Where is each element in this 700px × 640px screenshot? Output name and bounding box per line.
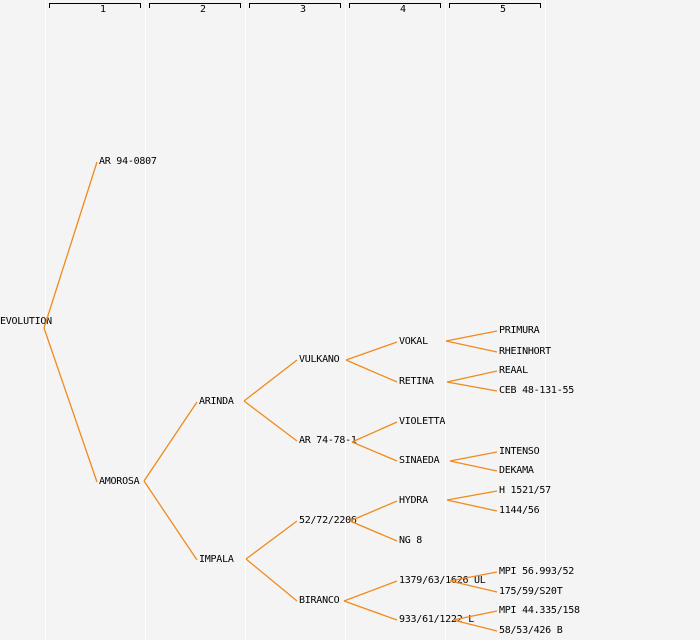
pedigree-node-rheinhort[interactable]: RHEINHORT [499, 346, 551, 357]
pedigree-edge-retina-ceb [446, 381, 498, 392]
pedigree-edge-impala-biranco [245, 558, 298, 602]
pedigree-node-amorosa[interactable]: AMOROSA [99, 476, 140, 487]
pedigree-edge-arinda-ar74 [243, 400, 298, 442]
pedigree-node-biranco[interactable]: BIRANCO [299, 595, 340, 606]
pedigree-node-n5272[interactable]: 52/72/2206 [299, 515, 357, 526]
pedigree-edge-retina-reaal [446, 370, 498, 383]
pedigree-edge-amorosa-impala [143, 480, 198, 561]
generation-bracket-2 [149, 3, 241, 8]
pedigree-node-dekama[interactable]: DEKAMA [499, 465, 534, 476]
column-separator [544, 0, 546, 640]
pedigree-node-intenso[interactable]: INTENSO [499, 446, 540, 457]
generation-bracket-1 [49, 3, 141, 8]
pedigree-node-vokal[interactable]: VOKAL [399, 336, 428, 347]
pedigree-edge-vokal-rheinhort [445, 340, 498, 353]
pedigree-node-h1521[interactable]: H 1521/57 [499, 485, 551, 496]
generation-number-1: 1 [100, 4, 106, 15]
pedigree-edge-arinda-vulkano [243, 359, 298, 402]
pedigree-node-mpi44[interactable]: MPI 44.335/158 [499, 605, 580, 616]
pedigree-node-vulkano[interactable]: VULKANO [299, 354, 340, 365]
pedigree-edge-n5272-ng8 [349, 520, 398, 542]
pedigree-node-n933[interactable]: 933/61/1222 L [399, 614, 475, 625]
pedigree-edge-evolution-amorosa [43, 327, 98, 483]
pedigree-edge-amorosa-arinda [143, 401, 198, 482]
pedigree-node-reaal[interactable]: REAAL [499, 365, 528, 376]
pedigree-edge-sinaeda-intenso [449, 451, 498, 462]
column-separator [344, 0, 346, 640]
generation-bracket-5 [449, 3, 541, 8]
pedigree-edge-vulkano-retina [345, 359, 398, 383]
generation-bracket-3 [249, 3, 341, 8]
pedigree-node-n1379[interactable]: 1379/63/1626 UL [399, 575, 486, 586]
pedigree-node-ceb[interactable]: CEB 48-131-55 [499, 385, 575, 396]
column-separator [444, 0, 446, 640]
pedigree-node-n1144[interactable]: 1144/56 [499, 505, 540, 516]
generation-number-2: 2 [200, 4, 206, 15]
pedigree-edge-evolution-ar94 [43, 161, 98, 329]
pedigree-node-retina[interactable]: RETINA [399, 376, 434, 387]
pedigree-node-violetta[interactable]: VIOLETTA [399, 416, 446, 427]
generation-bracket-4 [349, 3, 441, 8]
generation-number-5: 5 [500, 4, 506, 15]
pedigree-node-mpi56[interactable]: MPI 56.993/52 [499, 566, 575, 577]
column-separator [144, 0, 146, 640]
pedigree-edge-vulkano-vokal [345, 341, 398, 361]
pedigree-edge-vokal-primura [445, 330, 498, 342]
generation-number-3: 3 [300, 4, 306, 15]
pedigree-edge-impala-n5272 [245, 520, 298, 560]
pedigree-node-n175[interactable]: 175/59/S20T [499, 586, 563, 597]
pedigree-node-sinaeda[interactable]: SINAEDA [399, 455, 440, 466]
pedigree-node-evolution[interactable]: EVOLUTION [0, 316, 52, 327]
pedigree-edge-hydra-n1144 [446, 499, 498, 512]
pedigree-edge-ar74-sinaeda [351, 441, 398, 462]
pedigree-node-ng8[interactable]: NG 8 [399, 535, 423, 546]
pedigree-edge-biranco-n933 [343, 600, 398, 621]
pedigree-node-ar94[interactable]: AR 94-0807 [99, 156, 157, 167]
pedigree-node-arinda[interactable]: ARINDA [199, 396, 234, 407]
pedigree-node-n58[interactable]: 58/53/426 B [499, 625, 563, 636]
pedigree-node-ar74[interactable]: AR 74-78-1 [299, 435, 357, 446]
pedigree-edge-sinaeda-dekama [449, 460, 498, 472]
pedigree-edge-n5272-hydra [349, 500, 398, 522]
pedigree-node-primura[interactable]: PRIMURA [499, 325, 540, 336]
column-separator [244, 0, 246, 640]
generation-number-4: 4 [400, 4, 406, 15]
pedigree-node-impala[interactable]: IMPALA [199, 554, 234, 565]
pedigree-edge-biranco-n1379 [343, 580, 398, 602]
pedigree-edge-ar74-violetta [351, 421, 398, 443]
pedigree-node-hydra[interactable]: HYDRA [399, 495, 428, 506]
pedigree-edge-hydra-h1521 [446, 490, 498, 501]
